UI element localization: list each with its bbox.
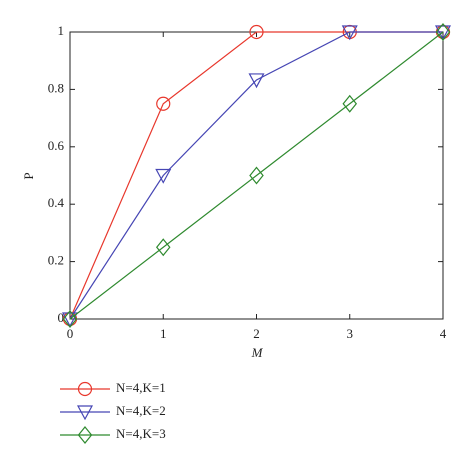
y-tick-label: 0.4	[48, 195, 65, 210]
marker	[434, 25, 452, 41]
legend-marker	[77, 381, 93, 397]
series-line	[69, 31, 443, 320]
marker	[156, 96, 171, 111]
x-tick-label: 2	[253, 326, 260, 341]
x-tick-label: 0	[67, 326, 74, 341]
marker	[155, 168, 172, 184]
x-tick-label: 3	[347, 326, 354, 341]
legend-label: N=4,K=1	[116, 380, 166, 395]
series-line	[69, 31, 444, 320]
marker	[342, 94, 358, 113]
y-tick-label: 0.8	[48, 80, 64, 95]
x-tick-label: 4	[440, 326, 447, 341]
marker	[341, 25, 358, 41]
y-tick-label: 0.6	[48, 138, 65, 153]
y-axis-label: P	[21, 172, 36, 179]
x-axis-label: M	[251, 345, 264, 360]
legend-marker	[77, 426, 93, 444]
x-tick-label: 1	[160, 326, 167, 341]
marker	[249, 24, 264, 40]
marker	[249, 166, 264, 185]
marker	[248, 73, 265, 89]
marker	[62, 310, 78, 328]
marker	[435, 23, 451, 41]
marker	[61, 312, 79, 328]
marker	[155, 238, 171, 257]
y-tick-label: 0	[58, 310, 65, 325]
legend-label: N=4,K=3	[116, 426, 166, 441]
y-tick-label: 0.2	[48, 253, 64, 268]
y-tick-label: 1	[58, 23, 65, 38]
legend-marker	[76, 405, 94, 421]
legend-label: N=4,K=2	[116, 403, 166, 418]
